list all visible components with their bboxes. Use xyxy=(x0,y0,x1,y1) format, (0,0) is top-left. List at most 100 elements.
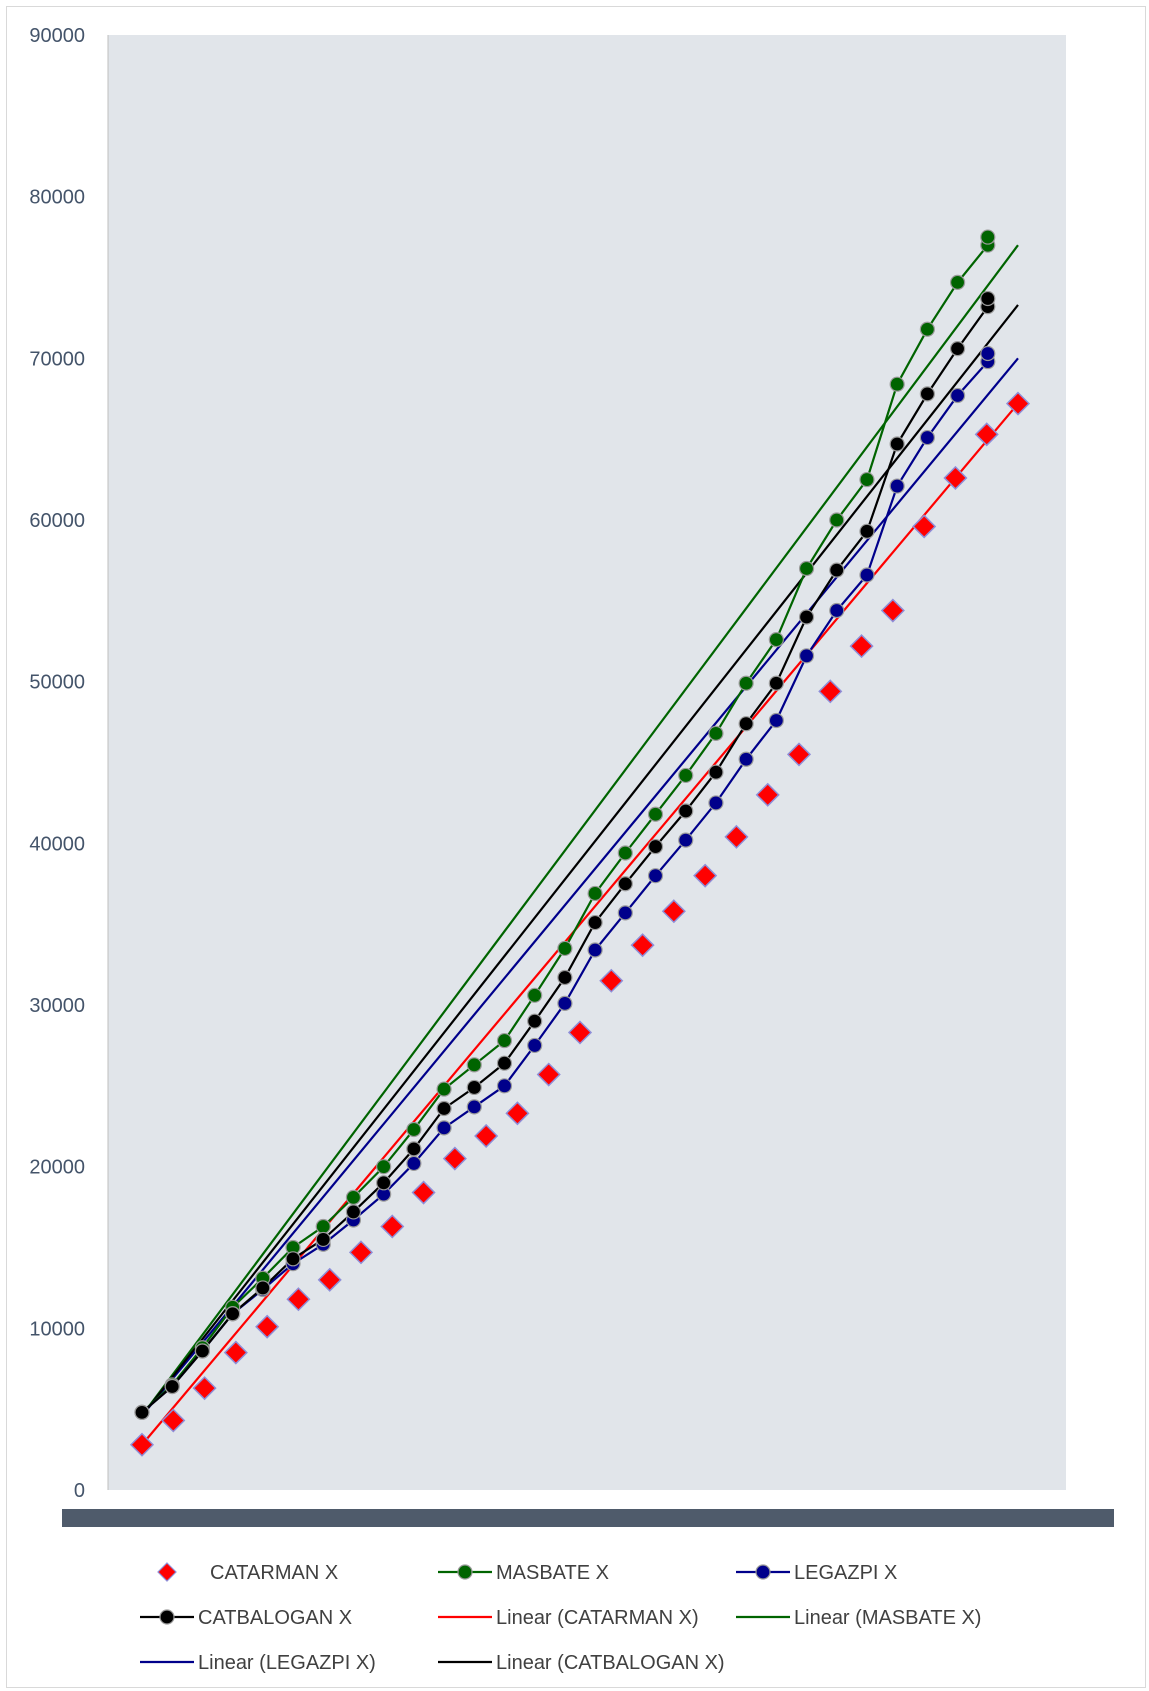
data-point-masbate-x xyxy=(678,767,694,784)
legend-marker xyxy=(457,1564,473,1580)
data-point-catarman-x xyxy=(943,465,968,491)
data-point-catarman-x xyxy=(223,1340,248,1365)
data-point-catarman-x xyxy=(411,1180,436,1205)
data-point-masbate-x xyxy=(315,1218,331,1235)
data-point-catarman-x xyxy=(161,1408,186,1433)
data-point-catbalogan-x xyxy=(164,1378,180,1395)
data-point-catarman-x xyxy=(1005,391,1031,416)
data-point-legazpi-x xyxy=(496,1078,513,1094)
data-point-catbalogan-x xyxy=(225,1306,241,1322)
data-point-catarman-x xyxy=(380,1214,405,1239)
legend-label: Linear (CATBALOGAN X) xyxy=(496,1652,725,1674)
data-point-masbate-x xyxy=(617,845,633,861)
y-tick-label: 60000 xyxy=(29,510,85,532)
data-point-catbalogan-x xyxy=(647,838,664,855)
legend-label: LEGAZPI X xyxy=(794,1562,897,1584)
data-point-catarman-x xyxy=(661,899,686,924)
legend-label: CATARMAN X xyxy=(210,1562,338,1584)
legend-label: Linear (MASBATE X) xyxy=(794,1607,981,1629)
plot-area xyxy=(108,35,1066,1490)
y-tick-label: 20000 xyxy=(29,1157,85,1179)
data-point-catarman-x xyxy=(567,1020,593,1045)
legend-item-legazpi-x: LEGAZPI X xyxy=(736,1562,897,1584)
data-point-catbalogan-x xyxy=(980,290,996,307)
data-point-catarman-x xyxy=(818,679,843,704)
data-point-legazpi-x xyxy=(527,1037,543,1054)
legend-item-masbate-x: MASBATE X xyxy=(438,1562,609,1584)
y-tick-label: 30000 xyxy=(29,995,85,1017)
data-point-catarman-x xyxy=(912,514,937,539)
data-point-catarman-x xyxy=(505,1101,530,1126)
y-tick-label: 0 xyxy=(74,1480,85,1502)
y-axis-ticks: 0 10000 20000 30000 40000 50000 60000 70000 8000… xyxy=(29,25,85,1502)
data-point-masbate-x xyxy=(376,1159,392,1175)
trendline-linear-masbate-x xyxy=(141,244,1019,1417)
data-point-masbate-x xyxy=(527,987,543,1003)
data-point-masbate-x xyxy=(436,1081,452,1097)
data-point-catbalogan-x xyxy=(768,675,784,691)
data-point-catarman-x xyxy=(442,1146,467,1171)
data-point-catbalogan-x xyxy=(466,1079,482,1096)
data-point-legazpi-x xyxy=(406,1155,422,1172)
legend-item-linear-catbalogan-x: Linear (CATBALOGAN X) xyxy=(438,1652,725,1674)
legend-marker xyxy=(157,1562,177,1582)
data-point-legazpi-x xyxy=(678,832,694,848)
data-point-catarman-x xyxy=(755,782,780,807)
data-point-legazpi-x xyxy=(980,345,996,362)
data-point-masbate-x xyxy=(708,725,724,742)
data-point-masbate-x xyxy=(345,1189,362,1205)
legend-item-linear-masbate-x: Linear (MASBATE X) xyxy=(736,1607,981,1629)
legend-item-linear-catarman-x: Linear (CATARMAN X) xyxy=(438,1607,699,1629)
data-point-catbalogan-x xyxy=(919,386,935,402)
y-tick-label: 80000 xyxy=(29,187,85,209)
legend-label: Linear (CATARMAN X) xyxy=(496,1607,699,1629)
data-point-catbalogan-x xyxy=(527,1013,543,1029)
data-point-legazpi-x xyxy=(768,712,784,729)
data-point-catbalogan-x xyxy=(587,914,603,931)
data-point-masbate-x xyxy=(859,471,875,488)
chart-frame xyxy=(6,6,1146,1688)
data-point-legazpi-x xyxy=(798,648,815,664)
data-point-catbalogan-x xyxy=(557,969,573,986)
data-point-legazpi-x xyxy=(587,942,603,958)
data-point-catarman-x xyxy=(536,1062,561,1087)
data-point-catbalogan-x xyxy=(194,1343,211,1359)
legend: CATARMAN X MASBATE X LEGAZPI X CATBALOGAN X… xyxy=(140,1562,981,1674)
data-point-catarman-x xyxy=(129,1432,155,1457)
data-point-masbate-x xyxy=(406,1121,422,1138)
data-point-masbate-x xyxy=(587,885,603,902)
data-point-masbate-x xyxy=(768,632,784,648)
legend-item-catarman-x: CATARMAN X xyxy=(157,1562,338,1584)
legend-item-linear-legazpi-x: Linear (LEGAZPI X) xyxy=(140,1652,376,1674)
data-point-catarman-x xyxy=(880,598,905,623)
data-point-legazpi-x xyxy=(557,995,573,1011)
data-point-catbalogan-x xyxy=(738,716,754,732)
legend-marker xyxy=(755,1564,771,1580)
data-point-catbalogan-x xyxy=(436,1100,452,1117)
data-point-masbate-x xyxy=(980,229,996,245)
data-point-catbalogan-x xyxy=(798,609,815,625)
y-tick-label: 90000 xyxy=(29,25,85,47)
data-point-catbalogan-x xyxy=(617,876,633,892)
data-point-masbate-x xyxy=(647,806,664,822)
legend-label: MASBATE X xyxy=(496,1562,609,1584)
data-point-legazpi-x xyxy=(617,905,633,921)
data-point-catarman-x xyxy=(286,1287,311,1312)
data-point-legazpi-x xyxy=(829,602,845,619)
data-point-legazpi-x xyxy=(919,429,935,446)
data-point-masbate-x xyxy=(919,321,935,337)
data-point-masbate-x xyxy=(557,940,573,957)
data-point-catbalogan-x xyxy=(859,523,875,539)
data-point-catarman-x xyxy=(192,1376,217,1401)
data-point-legazpi-x xyxy=(436,1120,452,1136)
legend-label: CATBALOGAN X xyxy=(198,1607,352,1629)
data-point-catarman-x xyxy=(474,1123,499,1149)
data-point-masbate-x xyxy=(889,376,905,392)
data-point-masbate-x xyxy=(829,512,845,528)
data-point-catarman-x xyxy=(317,1267,342,1292)
data-point-catarman-x xyxy=(348,1240,374,1265)
data-point-catbalogan-x xyxy=(345,1204,362,1220)
data-point-catbalogan-x xyxy=(829,562,845,578)
data-point-catbalogan-x xyxy=(285,1251,301,1267)
